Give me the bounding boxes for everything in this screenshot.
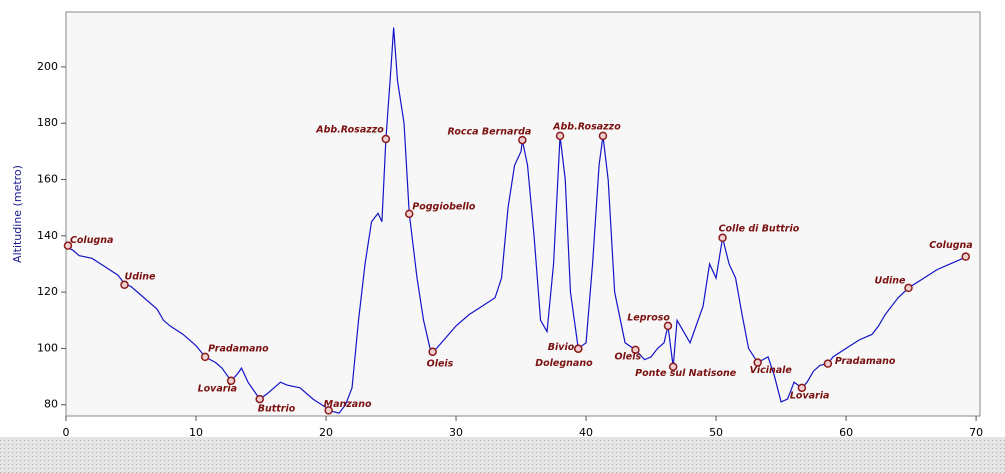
waypoint-marker xyxy=(574,344,583,353)
waypoint-label: Lovaria xyxy=(198,383,238,394)
waypoint-label: Oleis xyxy=(427,358,454,369)
x-tick-label: 0 xyxy=(63,426,70,439)
x-tick-label: 20 xyxy=(319,426,333,439)
waypoint-marker xyxy=(823,359,833,368)
y-tick-label: 140 xyxy=(37,229,58,242)
plot-area xyxy=(65,11,981,417)
waypoint-marker xyxy=(518,135,527,145)
y-tick-label: 120 xyxy=(37,285,58,298)
waypoint-marker xyxy=(555,131,565,141)
x-tick-label: 60 xyxy=(839,426,853,439)
waypoint-label: Bivio xyxy=(548,342,575,353)
status-strip xyxy=(0,437,1005,473)
waypoint-label: Udine xyxy=(875,275,907,286)
waypoint-label: Lovaria xyxy=(790,390,830,401)
waypoint-label: Dolegnano xyxy=(535,358,593,369)
waypoint-marker xyxy=(120,280,129,290)
x-tick-label: 10 xyxy=(189,426,203,439)
waypoint-marker xyxy=(668,362,678,371)
waypoint-marker xyxy=(381,134,391,144)
waypoint-label: Leproso xyxy=(627,312,670,323)
y-tick-label: 200 xyxy=(37,60,58,73)
waypoint-marker xyxy=(753,358,762,367)
waypoint-marker xyxy=(226,376,236,386)
waypoint-marker xyxy=(63,241,73,250)
waypoint-label: Abb.Rosazzo xyxy=(552,121,621,132)
waypoint-label: Manzano xyxy=(324,399,372,410)
x-tick-label: 70 xyxy=(969,426,983,439)
waypoint-label: Colugna xyxy=(929,240,973,251)
waypoint-marker xyxy=(598,131,608,141)
x-tick-label: 30 xyxy=(449,426,463,439)
waypoint-label: Pradamano xyxy=(208,343,269,354)
waypoint-label: Abb.Rosazzo xyxy=(315,124,384,135)
waypoint-marker xyxy=(797,383,807,393)
waypoint-marker xyxy=(200,352,210,362)
waypoint-label: Colugna xyxy=(70,235,114,246)
waypoint-marker xyxy=(324,406,333,415)
waypoint-marker xyxy=(904,283,913,293)
waypoint-marker xyxy=(428,347,437,357)
x-tick-label: 40 xyxy=(579,426,593,439)
waypoint-marker xyxy=(663,321,673,331)
waypoint-label: Rocca Bernarda xyxy=(448,127,532,138)
waypoint-label: Pradamano xyxy=(835,356,896,367)
waypoint-label: Poggiobello xyxy=(412,201,476,212)
waypoint-label: Colle di Buttrio xyxy=(719,223,800,234)
y-axis-label: Altitudine (metro) xyxy=(11,165,24,263)
y-tick-label: 100 xyxy=(37,341,58,354)
waypoint-marker xyxy=(255,394,264,404)
waypoint-marker xyxy=(404,209,414,219)
waypoint-marker xyxy=(718,233,727,243)
y-tick-label: 80 xyxy=(44,398,58,411)
waypoint-label: Vicinale xyxy=(750,365,793,376)
waypoint-marker xyxy=(631,345,640,355)
waypoint-label: Ponte sul Natisone xyxy=(635,368,737,379)
y-tick-label: 160 xyxy=(37,173,58,186)
waypoint-label: Buttrio xyxy=(258,404,296,415)
waypoint-marker xyxy=(961,252,970,261)
waypoint-label: Oleis xyxy=(614,351,641,362)
x-tick-label: 50 xyxy=(709,426,723,439)
y-tick-label: 180 xyxy=(37,116,58,129)
waypoint-label: Udine xyxy=(125,271,157,282)
